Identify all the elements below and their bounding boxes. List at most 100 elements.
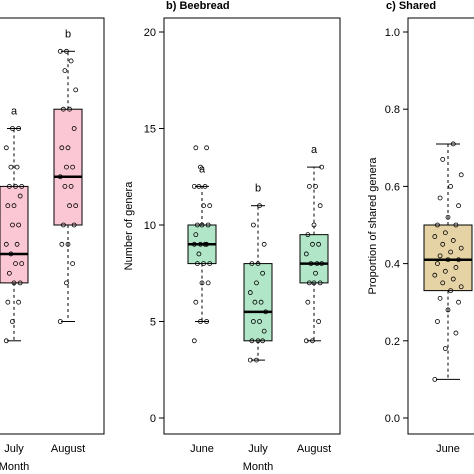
data-point [196,251,202,257]
data-point [71,222,77,228]
data-point [10,126,15,131]
data-point [440,280,446,286]
data-point [440,241,446,247]
panel-c-ytick-label: 0.6 [385,181,400,193]
data-point [260,270,266,276]
data-point [3,338,9,344]
significance-letter: a [311,144,318,156]
data-point [448,249,454,255]
box-june: a [187,145,217,344]
panel-b: b) Beebread 0 5 10 15 20 a b a June July Augus… [123,0,341,473]
panel-a-xtick-august: August [51,443,85,455]
data-point [249,338,255,344]
panel-a-xtick-july: July [4,443,24,455]
data-point [437,295,443,301]
data-point [202,241,208,247]
panel-b-xtick-august: August [297,443,331,455]
data-point [6,270,12,276]
panel-c-ytick-label: 0.2 [385,336,400,348]
data-point [432,376,438,382]
significance-letter: b [65,28,71,40]
data-point [8,164,14,170]
panel-b-ytick-label: 15 [144,124,156,136]
panel-a: ab July August Month [0,17,105,473]
panel-b-ylabel: Number of genera [123,181,135,271]
panel-b-xtick-july: July [248,443,268,455]
data-point [445,214,451,220]
panel-c-ytick-label: 0.0 [385,413,400,425]
data-point [255,261,261,267]
data-point [10,319,15,324]
data-point [453,330,459,336]
significance-letter: a [11,106,18,118]
data-point [432,272,438,278]
panel-b-plot-frame [163,17,341,435]
panel-c-plot-frame [407,17,474,435]
data-point [71,126,77,131]
data-point [305,232,311,238]
panel-a-marks: ab [0,28,83,344]
panel-b-ytick-label: 5 [150,317,156,329]
data-point [201,261,206,267]
data-point [64,48,69,54]
data-point [313,270,318,276]
data-point [313,183,318,189]
data-point [64,280,69,286]
data-point [16,222,22,228]
data-point [306,280,312,286]
data-point [249,261,255,267]
data-point [70,164,76,170]
box-july: a [0,106,29,344]
data-point [3,145,9,151]
data-point [60,222,66,228]
data-point [73,87,79,93]
data-point [13,183,18,189]
data-point [247,290,253,295]
significance-letter: a [199,163,206,175]
data-point [194,261,200,267]
data-point [250,319,256,324]
panel-b-xtick-june: June [190,443,214,455]
panel-b-y-axis: 0 5 10 15 20 [144,27,164,425]
data-point [193,145,199,151]
data-point [17,280,23,286]
data-point [194,222,200,228]
data-point [257,203,262,209]
data-point [311,222,317,228]
data-point [14,164,20,170]
data-point [73,203,79,209]
data-point [252,299,258,305]
data-point [458,172,464,178]
data-point [204,319,210,324]
data-point [435,261,440,267]
data-point [319,261,325,267]
data-point [456,257,461,263]
data-point [308,261,314,267]
panel-c-title: c) Shared [386,0,436,12]
data-point [6,183,12,189]
data-point [448,288,454,294]
panel-b-ytick-label: 0 [150,413,156,425]
data-point [19,261,25,267]
data-point [305,299,311,305]
data-point [10,222,15,228]
data-point [207,261,213,267]
data-point [59,145,65,151]
data-point [445,307,451,313]
data-point [14,241,20,247]
data-point [204,145,210,151]
data-point [257,319,262,324]
data-point [11,203,17,209]
data-point [59,241,65,247]
data-point [16,126,22,131]
box-august: a [299,144,329,344]
panel-b-ytick-label: 10 [144,220,156,232]
panel-c-xtick-june: June [436,443,460,455]
data-point [202,183,208,189]
data-point [207,203,213,209]
data-point [437,253,443,259]
data-point [67,203,72,209]
panel-c-ytick-label: 0.4 [385,259,400,271]
panel-b-marks: a b a [187,144,329,363]
box-august: b [53,28,83,324]
